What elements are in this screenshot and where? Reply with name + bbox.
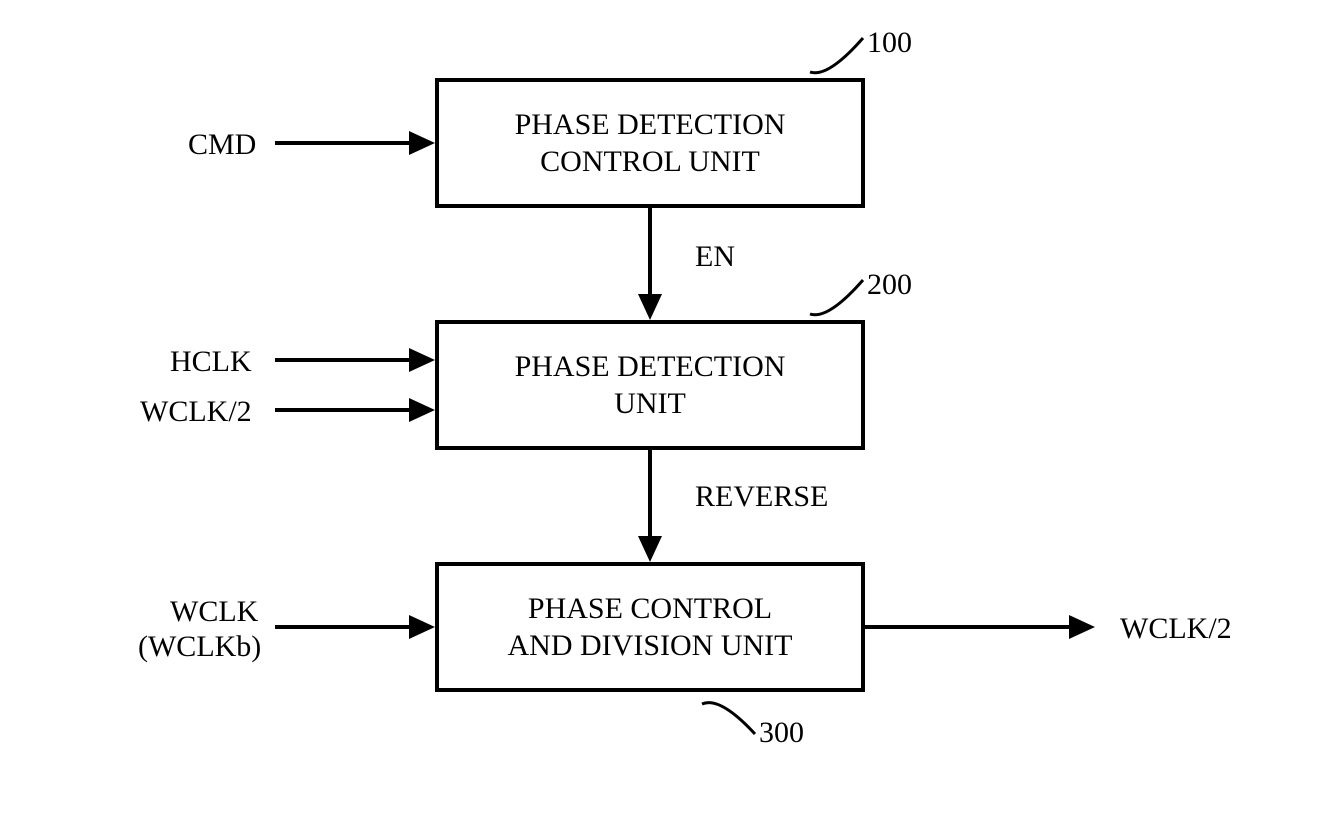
block-label: PHASE DETECTIONCONTROL UNIT [515, 106, 786, 181]
arrow-line [865, 625, 1069, 629]
arrow-head-right-icon [409, 348, 435, 372]
label-wclk-half-out: WCLK/2 [1120, 612, 1232, 647]
arrow-line [275, 408, 409, 412]
arrow-line [648, 208, 652, 294]
ref-200 [808, 274, 868, 320]
ref-label-300: 300 [759, 716, 804, 751]
block-phase-control-division: PHASE CONTROLAND DIVISION UNIT [435, 562, 865, 692]
block-phase-detection: PHASE DETECTIONUNIT [435, 320, 865, 450]
diagram-canvas: PHASE DETECTIONCONTROL UNIT PHASE DETECT… [0, 0, 1339, 826]
ref-300 [700, 700, 760, 746]
arrow-head-down-icon [638, 294, 662, 320]
ref-100 [808, 32, 868, 78]
arrow-head-right-icon [409, 131, 435, 155]
arrow-line [275, 141, 409, 145]
arrow-head-right-icon [409, 615, 435, 639]
arrow-line [275, 358, 409, 362]
label-hclk: HCLK [170, 345, 252, 380]
label-wclk-half-in: WCLK/2 [140, 395, 252, 430]
arrow-head-down-icon [638, 536, 662, 562]
label-cmd: CMD [188, 128, 256, 163]
arrow-head-right-icon [1069, 615, 1095, 639]
arrow-line [648, 450, 652, 536]
block-label: PHASE CONTROLAND DIVISION UNIT [508, 590, 793, 665]
label-wclk: WCLK [170, 595, 258, 630]
block-label: PHASE DETECTIONUNIT [515, 348, 786, 423]
ref-label-100: 100 [867, 26, 912, 61]
block-phase-detection-control: PHASE DETECTIONCONTROL UNIT [435, 78, 865, 208]
ref-label-200: 200 [867, 268, 912, 303]
label-wclkb: (WCLKb) [138, 630, 261, 665]
arrow-line [275, 625, 409, 629]
arrow-head-right-icon [409, 398, 435, 422]
label-en: EN [695, 240, 735, 275]
label-reverse: REVERSE [695, 480, 828, 515]
